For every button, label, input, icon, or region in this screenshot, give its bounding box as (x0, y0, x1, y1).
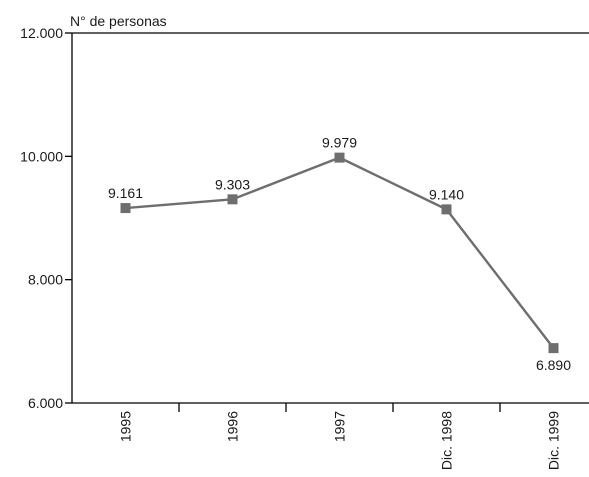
x-axis-ticks: 1995 1996 1997 Dic. 1998 Dic. 1999 (118, 403, 562, 470)
data-label: 6.890 (536, 357, 571, 373)
x-tick-label: 1997 (332, 411, 348, 442)
y-tick-label: 12.000 (20, 25, 63, 41)
y-axis-ticks: 6.000 8.000 10.000 12.000 (20, 25, 72, 411)
x-tick-label: Dic. 1998 (439, 411, 455, 470)
series-group (120, 152, 559, 354)
data-label: 9.161 (108, 185, 143, 201)
x-tick-label: 1996 (225, 411, 241, 442)
chart-axes (71, 32, 589, 404)
y-tick-label: 10.000 (20, 148, 63, 164)
y-tick-label: 6.000 (28, 395, 63, 411)
series-line (125, 156, 555, 349)
data-point-marker (548, 343, 559, 354)
y-tick-label: 8.000 (28, 272, 63, 288)
data-label: 9.979 (322, 135, 357, 151)
data-label: 9.140 (429, 186, 464, 202)
y-axis-label: N° de personas (70, 13, 167, 29)
data-point-marker (334, 152, 345, 163)
data-point-marker (120, 203, 131, 214)
x-tick-label: 1995 (118, 411, 134, 442)
x-tick-label: Dic. 1999 (546, 411, 562, 470)
data-labels: 9.161 9.303 9.979 9.140 6.890 (108, 135, 571, 373)
data-label: 9.303 (215, 176, 250, 192)
data-point-marker (227, 194, 238, 205)
data-point-marker (441, 204, 452, 215)
